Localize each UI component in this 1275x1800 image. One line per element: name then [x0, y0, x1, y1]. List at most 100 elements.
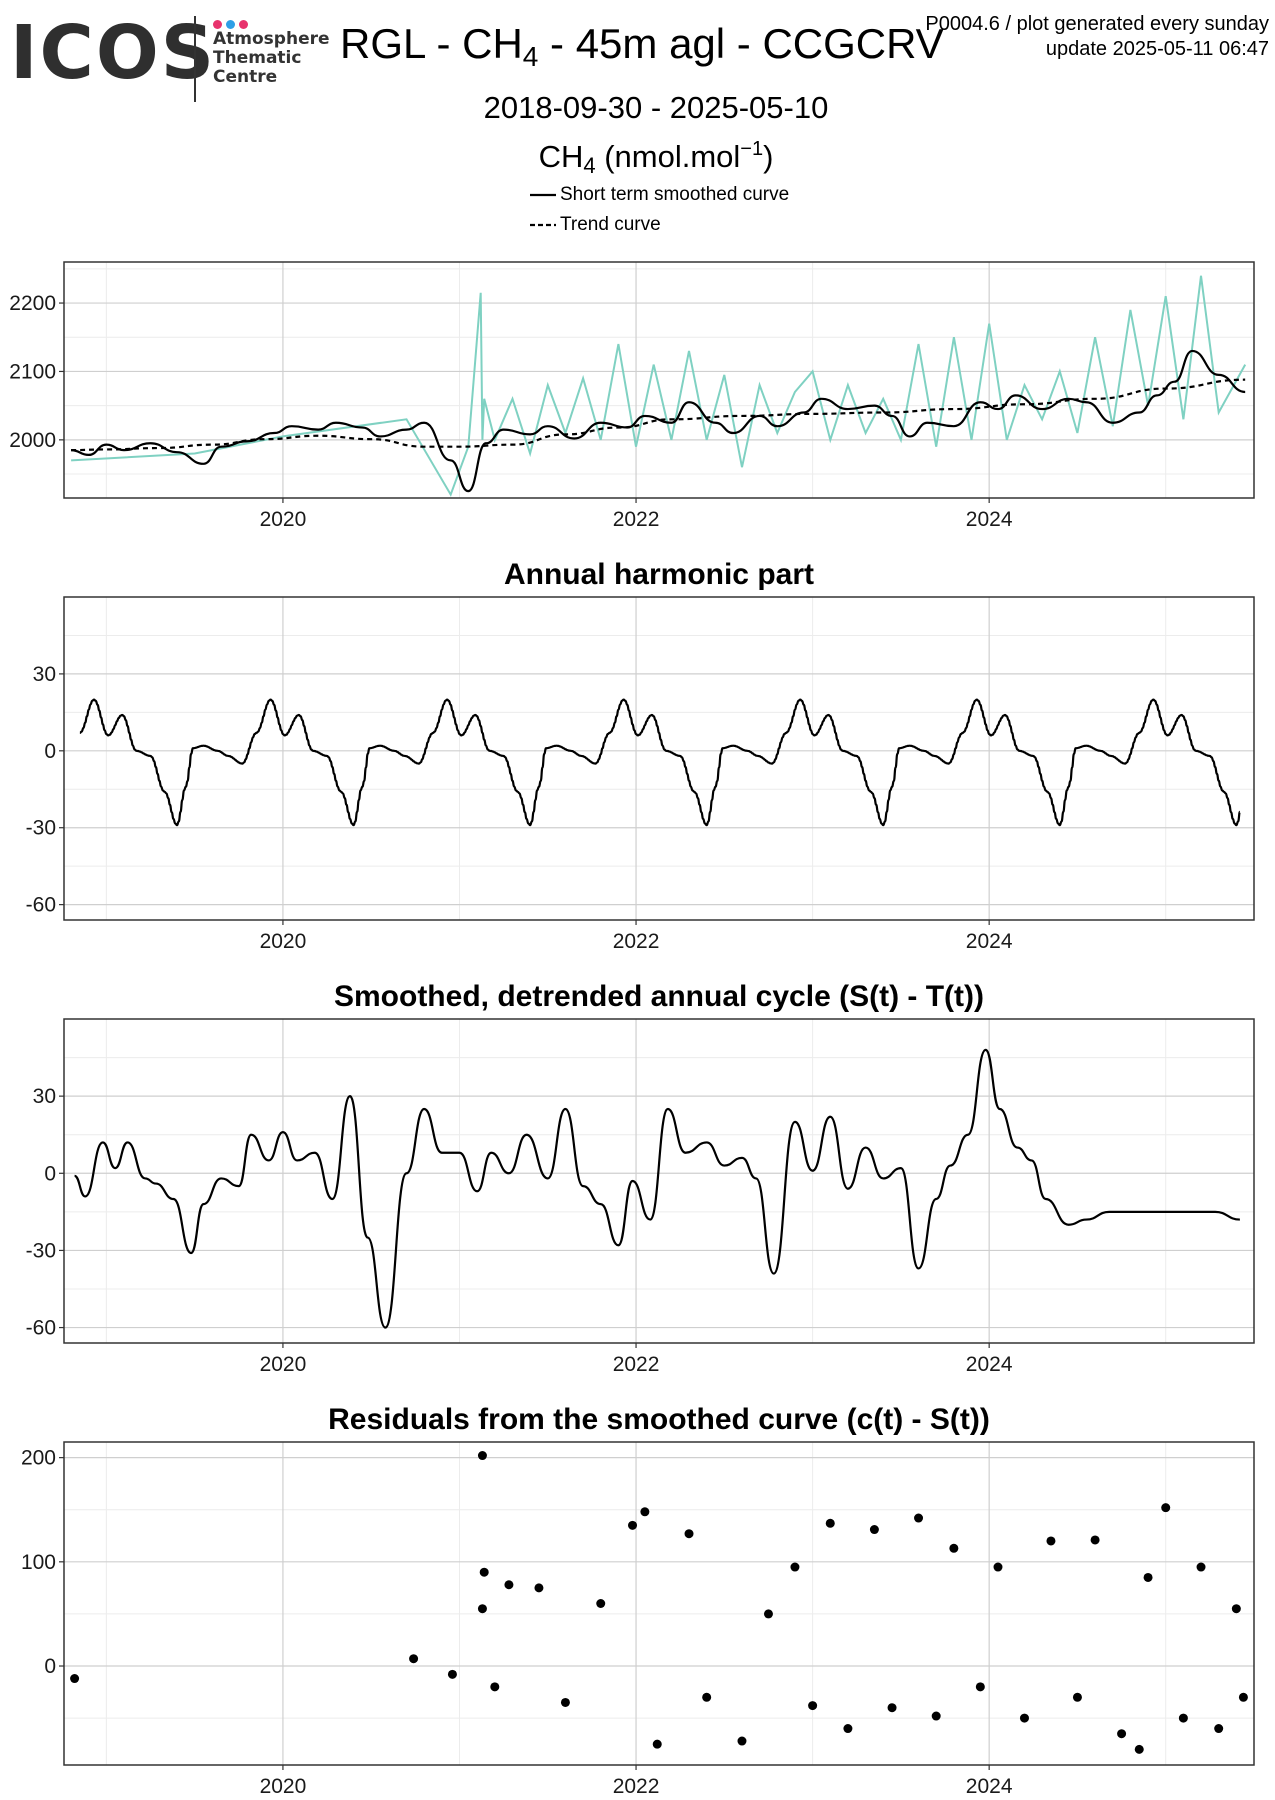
- residual-point: [1072, 1692, 1082, 1702]
- unit-subscript: 4: [583, 153, 596, 178]
- panel-frame: [63, 596, 1255, 921]
- unit-part: (nmol.mol: [595, 139, 741, 174]
- plot-meta: P0004.6 / plot generated every sunday up…: [925, 12, 1269, 62]
- logo-sub-line: Atmosphere: [213, 29, 330, 49]
- residual-point: [490, 1682, 500, 1692]
- panel-residuals: 0 100 200 2020 2022 2024 Residuals from the sm…: [21, 1403, 1255, 1798]
- plot-title: RGL - CH4 - 45m agl - CCGCRV: [340, 20, 944, 73]
- x-tick-label: 2022: [613, 508, 660, 531]
- residual-point: [504, 1580, 514, 1590]
- y-tick-label: 100: [21, 1551, 56, 1574]
- residual-point: [702, 1692, 712, 1702]
- residual-point: [737, 1736, 747, 1746]
- panel-frame: [63, 261, 1255, 499]
- unit-label: CH4 (nmol.mol−1): [0, 138, 1275, 179]
- residual-point: [447, 1669, 457, 1679]
- plot-area: [74, 1048, 1240, 1329]
- x-tick-label: 2022: [613, 930, 660, 953]
- residual-point: [790, 1562, 800, 1572]
- residual-point: [993, 1562, 1003, 1572]
- y-tick-label: 2100: [9, 360, 56, 383]
- residual-point: [1090, 1535, 1100, 1545]
- x-tick-label: 2024: [966, 508, 1013, 531]
- y-tick-label: 2200: [9, 292, 56, 315]
- residual-point: [70, 1674, 80, 1684]
- residual-point: [1117, 1729, 1127, 1739]
- residual-point: [409, 1654, 419, 1664]
- legend-label: Short term smoothed curve: [560, 184, 790, 205]
- x-tick-label: 2022: [613, 1775, 660, 1798]
- y-tick-label: 0: [44, 1655, 56, 1678]
- unit-part: ): [763, 139, 774, 174]
- logo-sub-line: Centre: [213, 67, 278, 87]
- residual-point: [1143, 1572, 1153, 1582]
- logo-dot: [239, 20, 248, 29]
- residual-point: [825, 1518, 835, 1528]
- residual-point: [628, 1520, 638, 1530]
- plot-area: [70, 1451, 1248, 1754]
- residual-point: [1196, 1562, 1206, 1572]
- y-tick-label: -30: [26, 1239, 56, 1262]
- residual-point: [949, 1543, 959, 1553]
- residual-point: [843, 1724, 853, 1734]
- residual-point: [640, 1507, 650, 1517]
- y-tick-label: 30: [33, 663, 56, 686]
- smoothed-curve: [71, 349, 1246, 493]
- residual-point: [869, 1525, 879, 1535]
- residual-point: [534, 1583, 544, 1593]
- residual-point: [1238, 1692, 1248, 1702]
- residual-point: [1046, 1536, 1056, 1546]
- y-tick-label: 0: [44, 1162, 56, 1185]
- meta-line: update 2025-05-11 06:47: [1045, 38, 1269, 60]
- y-tick-label: -60: [26, 894, 56, 917]
- icos-logo: ICOS: [10, 10, 217, 96]
- legend: Short term smoothed curve Trend curve: [530, 180, 789, 240]
- x-tick-label: 2020: [260, 930, 307, 953]
- residual-point: [975, 1682, 985, 1692]
- panel-frame: [63, 1018, 1255, 1344]
- residual-point: [1161, 1503, 1171, 1513]
- x-tick-label: 2020: [260, 508, 307, 531]
- logo-sub-line: Thematic: [213, 48, 302, 68]
- title-subscript: 4: [522, 41, 539, 72]
- residual-point: [887, 1703, 897, 1713]
- legend-label: Trend curve: [560, 214, 661, 235]
- residual-point: [808, 1701, 818, 1711]
- legend-dashed-line-icon: [530, 223, 556, 227]
- residual-point: [684, 1529, 694, 1539]
- title-part: RGL - CH: [340, 20, 523, 67]
- panel-title: Residuals from the smoothed curve (c(t) …: [328, 1403, 990, 1436]
- smoothed-curve: [79, 698, 1241, 827]
- y-tick-label: 0: [44, 740, 56, 763]
- smoothed-curve: [74, 1048, 1240, 1329]
- logo-separator: [194, 16, 196, 102]
- legend-item-smoothed: Short term smoothed curve: [530, 180, 789, 210]
- logo-subtitle: Atmosphere Thematic Centre: [213, 30, 330, 87]
- logo-dots: [213, 16, 252, 34]
- plot-area: [71, 275, 1247, 497]
- residual-point: [652, 1739, 662, 1749]
- residual-point: [1214, 1724, 1224, 1734]
- residual-point: [1019, 1713, 1029, 1723]
- residual-point: [1134, 1744, 1144, 1754]
- residual-point: [477, 1451, 487, 1461]
- residual-point: [931, 1711, 941, 1721]
- x-tick-label: 2020: [260, 1353, 307, 1376]
- x-tick-label: 2024: [966, 930, 1013, 953]
- x-tick-label: 2022: [613, 1353, 660, 1376]
- x-tick-label: 2020: [260, 1775, 307, 1798]
- unit-part: CH: [538, 139, 584, 174]
- plot-area: [79, 698, 1241, 827]
- y-tick-label: -60: [26, 1317, 56, 1340]
- x-tick-label: 2024: [966, 1775, 1013, 1798]
- residual-point: [1231, 1604, 1241, 1614]
- x-tick-label: 2024: [966, 1353, 1013, 1376]
- panel-detrended: -60 -30 0 30 2020 2022 2024 Smoothed, detrended…: [26, 980, 1255, 1376]
- y-tick-label: 30: [33, 1085, 56, 1108]
- title-part: - 45m agl - CCGCRV: [538, 20, 944, 67]
- meta-line: P0004.6 / plot generated every sunday: [925, 13, 1269, 35]
- logo-dot: [226, 20, 235, 29]
- panel-frame: [63, 1441, 1255, 1766]
- panel-title: Annual harmonic part: [504, 558, 814, 591]
